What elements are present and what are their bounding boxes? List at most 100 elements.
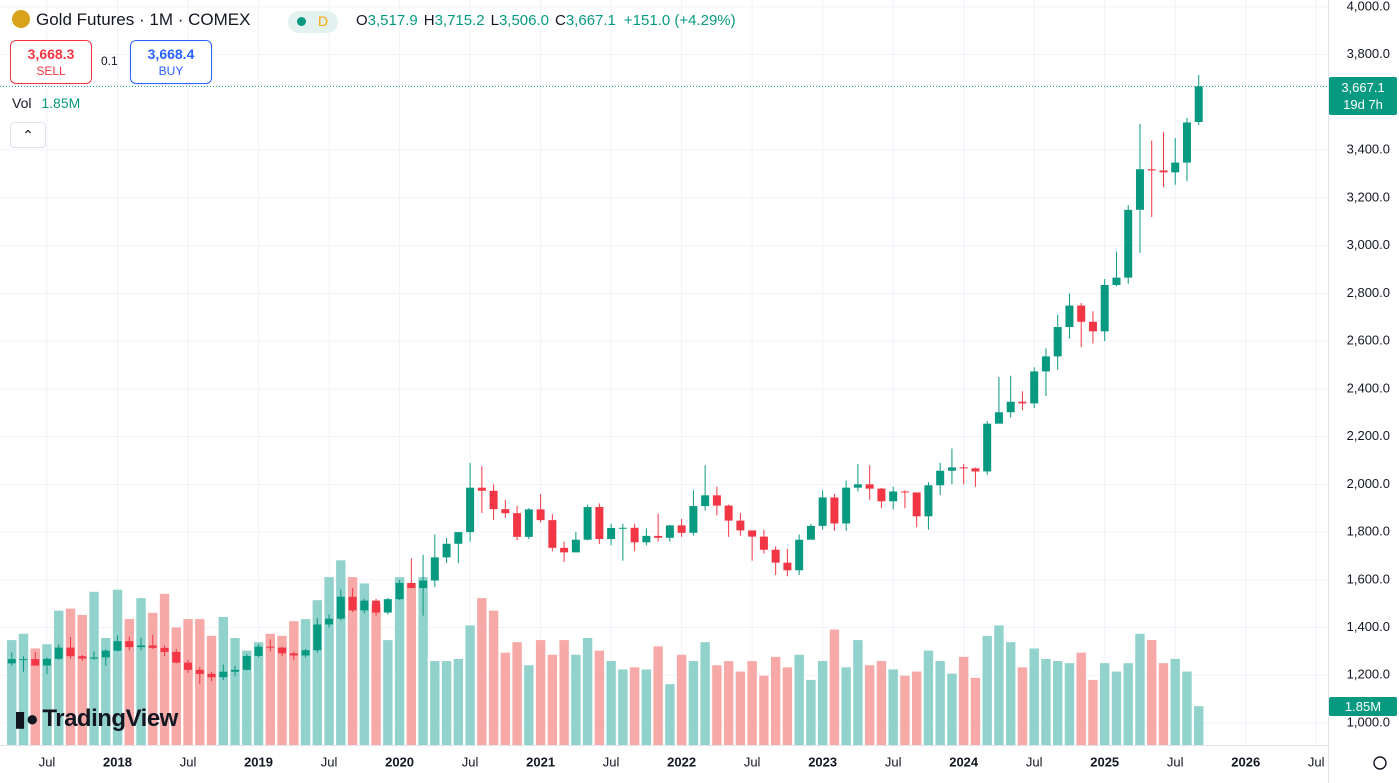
volume-bar [841, 667, 851, 745]
x-tick-label: Jul [321, 754, 338, 769]
candle-body [548, 520, 557, 548]
volume-bar [876, 661, 887, 745]
candle-body [665, 525, 674, 538]
candle-body [1112, 277, 1121, 286]
candle-body [595, 507, 604, 539]
volume-bar [947, 673, 957, 745]
volume-bar [300, 619, 311, 745]
candle-body [1077, 305, 1086, 322]
candle-body [19, 659, 28, 661]
spread: 0.1 [101, 54, 118, 68]
volume-bar [1005, 642, 1016, 745]
volume-bar [218, 616, 228, 745]
volume-bar [1017, 667, 1028, 745]
candle-body [219, 671, 228, 678]
volume-bar [676, 654, 687, 745]
x-tick-label: Jul [1308, 754, 1325, 769]
candle-body [1030, 371, 1039, 404]
volume-bar [1076, 652, 1086, 745]
candle-body [419, 580, 428, 588]
volume-bar [665, 684, 675, 745]
ohlc-readout: O3,517.9 H3,715.2 L3,506.0 C3,667.1 +151.0 (… [356, 12, 736, 29]
volume-bar [347, 577, 358, 745]
candle-body [689, 506, 698, 533]
volume-bar [759, 675, 769, 745]
volume-bar [336, 560, 346, 745]
candle-body [900, 491, 909, 493]
ohlc-change: +151.0 (+4.29%) [623, 12, 736, 29]
volume-bar [782, 667, 793, 745]
candle-body [1053, 327, 1062, 357]
x-tick-label: 2018 [103, 754, 132, 769]
y-tick-label: 1,800.0 [1347, 524, 1390, 539]
volume-legend-value: 1.85M [41, 95, 81, 111]
candle-body [231, 669, 240, 672]
volume-bar [559, 640, 569, 745]
volume-bar [7, 640, 17, 745]
candle-body [372, 600, 381, 613]
candle-body [947, 467, 956, 471]
volume-bar [359, 583, 370, 745]
candle-body [759, 536, 768, 550]
volume-bar [89, 591, 99, 745]
y-tick-label: 1,400.0 [1347, 619, 1390, 634]
x-tick-label: 2023 [808, 754, 837, 769]
candle-body [383, 599, 392, 613]
symbol-header[interactable]: Gold Futures · 1M · COMEX [12, 10, 250, 30]
candle-body [865, 484, 874, 489]
settings-icon [1373, 756, 1387, 770]
sell-price: 3,668.3 [27, 46, 75, 62]
candle-body [278, 647, 287, 654]
candle-body [771, 549, 780, 563]
candle-body [630, 527, 639, 543]
candle-body [125, 641, 134, 648]
x-tick-label: Jul [462, 754, 479, 769]
candle-body [1065, 305, 1074, 328]
volume-bar [383, 640, 393, 745]
volume-bar [1147, 640, 1157, 745]
volume-bar [18, 633, 29, 745]
volume-bar [524, 665, 534, 745]
volume-bar [406, 583, 417, 745]
candle-body [1041, 356, 1050, 372]
candle-body [936, 470, 945, 486]
candle-body [1147, 169, 1156, 171]
collapse-button[interactable]: ⌃ [10, 122, 46, 148]
volume-bar [1100, 663, 1110, 745]
x-axis-bg [0, 745, 1328, 783]
volume-bar [394, 577, 405, 745]
status-badge[interactable]: D [288, 11, 338, 33]
x-tick-label: Jul [39, 754, 56, 769]
candle-body [184, 662, 193, 670]
candle-body [501, 509, 510, 514]
candle-body [736, 520, 745, 531]
buy-button[interactable]: 3,668.4 BUY [130, 40, 212, 84]
candle-body [971, 468, 980, 472]
candle-body [336, 596, 345, 619]
volume-bar [183, 619, 193, 745]
x-tick-label: Jul [1026, 754, 1043, 769]
x-tick-label: 2021 [526, 754, 555, 769]
candle-body [348, 596, 357, 611]
volume-bar [324, 577, 334, 745]
volume-tag: 1.85M [1329, 697, 1397, 716]
candle-body [7, 659, 16, 664]
volume-bar [500, 652, 511, 745]
candle-body [430, 557, 439, 581]
candle-body [1018, 401, 1027, 404]
candle-body [1124, 209, 1133, 278]
volume-bar [418, 577, 428, 745]
x-tick-label: 2022 [667, 754, 696, 769]
candle-body [137, 645, 146, 648]
sell-button[interactable]: 3,668.3 SELL [10, 40, 92, 84]
volume-bar [618, 669, 628, 745]
volume-bar [923, 650, 934, 745]
volume-bar [453, 658, 464, 745]
candle-body [242, 655, 251, 670]
candle-body [1182, 122, 1191, 163]
volume-bar [124, 619, 134, 745]
tradingview-logo[interactable]: ▮● TradingView [14, 705, 178, 733]
x-tick-label: Jul [1167, 754, 1184, 769]
